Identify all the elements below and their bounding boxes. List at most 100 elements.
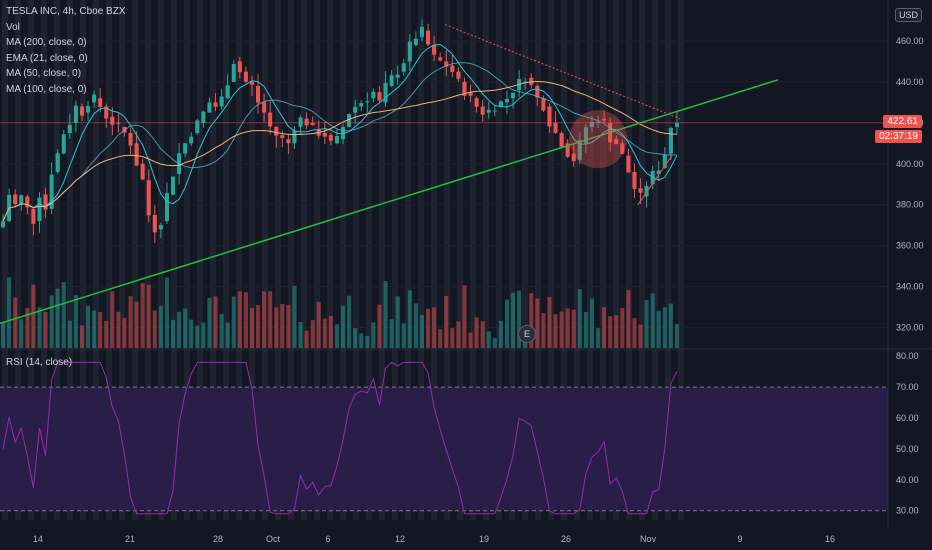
candle-body — [541, 98, 546, 111]
candle-body — [529, 77, 534, 85]
ma200-label[interactable]: MA (200, close, 0) — [6, 37, 87, 48]
volume-bar — [614, 315, 619, 348]
candle-body — [413, 38, 418, 46]
volume-bar — [620, 307, 625, 348]
candle-body — [492, 110, 497, 112]
candle-body — [383, 82, 388, 103]
time-tick-label: 26 — [561, 534, 571, 544]
candle-body — [43, 194, 48, 210]
volume-bar — [438, 329, 443, 348]
candle-body — [262, 102, 267, 113]
candle-body — [73, 105, 78, 123]
candle-body — [535, 85, 540, 98]
volume-bar — [480, 321, 485, 348]
session-band — [249, 0, 255, 520]
candle-body — [219, 96, 224, 107]
candle-body — [511, 92, 516, 99]
candle-body — [401, 63, 406, 72]
volume-bar — [158, 305, 163, 348]
ma100-label[interactable]: MA (100, close, 0) — [6, 83, 87, 95]
candle-body — [474, 98, 479, 107]
volume-bar — [189, 319, 194, 348]
time-tick-label: 21 — [125, 534, 135, 544]
volume-bar — [183, 308, 188, 348]
time-tick-label: 12 — [395, 534, 405, 544]
trend-drawings — [0, 24, 888, 325]
volume-bar — [286, 305, 291, 348]
volume-bar — [626, 290, 631, 348]
volume-bar — [511, 292, 516, 348]
candle-body — [656, 170, 661, 174]
session-band — [639, 0, 645, 520]
candle-body — [620, 143, 625, 154]
rsi-label[interactable]: RSI (14, close) — [6, 357, 73, 368]
time-tick-label: 6 — [325, 534, 330, 544]
ma50-label[interactable]: MA (50, close, 0) — [6, 68, 82, 79]
candle-body — [104, 106, 109, 119]
volume-bar — [225, 322, 230, 348]
volume-bar — [249, 308, 254, 348]
earnings-marker[interactable]: E — [518, 325, 536, 343]
volume-bar — [419, 314, 424, 348]
candle-body — [456, 71, 461, 79]
volume-bar — [243, 292, 248, 348]
volume-bar — [61, 282, 66, 348]
volume-bar — [486, 331, 491, 348]
volume-bar — [559, 311, 564, 348]
volume-bar — [280, 303, 285, 348]
volume-bar — [407, 290, 412, 348]
volume-bar — [116, 311, 121, 348]
session-band — [210, 0, 216, 520]
candle-body — [480, 106, 485, 115]
candle-body — [365, 101, 370, 103]
candle-body — [662, 154, 667, 168]
volume-bar — [462, 285, 467, 348]
volume-bar — [553, 314, 558, 348]
session-band — [236, 0, 242, 520]
indicator-lines — [2, 43, 678, 222]
volume-bar — [231, 296, 236, 348]
candle-body — [577, 140, 582, 160]
session-band — [106, 0, 112, 520]
price-tick-label: 320.00 — [896, 323, 924, 333]
volume-bar — [589, 298, 594, 348]
volume-bar — [7, 277, 12, 348]
candle-body — [498, 101, 503, 107]
candle-body — [274, 126, 279, 136]
volume-bar — [195, 325, 200, 348]
session-band — [67, 0, 73, 520]
candle-body — [61, 134, 66, 154]
candle-body — [359, 103, 364, 107]
currency-badge[interactable]: USD — [894, 8, 922, 22]
candle-body — [377, 92, 382, 101]
ma50-line — [2, 62, 678, 222]
volume-bar — [177, 311, 182, 348]
candle-body — [644, 185, 649, 197]
volume-bar — [213, 296, 218, 348]
volume-bar — [19, 319, 24, 348]
session-band — [600, 0, 606, 520]
candle-body — [596, 121, 601, 123]
volume-bar — [596, 328, 601, 348]
volume-bar — [347, 295, 352, 348]
candle-body — [353, 106, 358, 113]
volume-bar — [353, 328, 358, 348]
candle-body — [286, 139, 291, 144]
trend-line — [0, 79, 779, 325]
volume-bar — [256, 305, 261, 348]
price-tick-label: 340.00 — [896, 282, 924, 292]
price-tick-label: 440.00 — [896, 77, 924, 87]
candle-body — [389, 75, 394, 86]
volume-bar — [164, 277, 169, 348]
session-band — [171, 0, 177, 520]
candle-body — [116, 122, 121, 124]
volume-bar — [371, 322, 376, 348]
ema21-label[interactable]: EMA (21, close, 0) — [6, 52, 88, 64]
volume-bar — [49, 295, 54, 348]
volume-bar — [450, 328, 455, 348]
candle-body — [134, 143, 139, 166]
rsi-tick-label: 40.00 — [896, 475, 919, 485]
volume-bar — [13, 297, 18, 348]
candle-body — [444, 61, 449, 67]
